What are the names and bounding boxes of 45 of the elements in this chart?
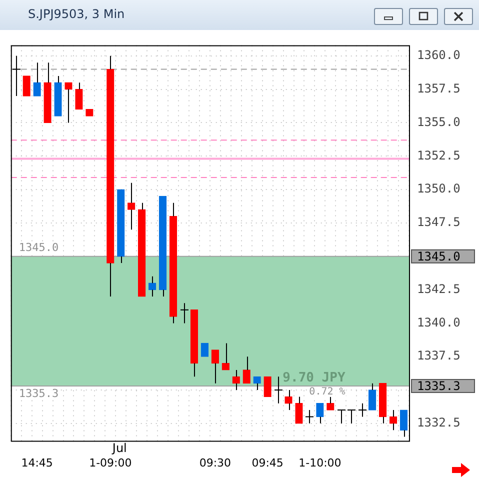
candlestick: [347, 410, 356, 424]
candlestick: [358, 402, 367, 418]
band-label: 9.70 JPY: [282, 370, 346, 386]
candlestick: [180, 302, 189, 324]
text: Jul: [111, 440, 127, 455]
candlestick: [368, 382, 376, 410]
candlestick: [211, 350, 219, 384]
candlestick: [190, 309, 198, 378]
candlestick: [117, 189, 125, 264]
candlestick: [158, 196, 167, 297]
candlestick: [316, 403, 324, 424]
candlestick: [274, 376, 283, 404]
y-tick-label: 1357.5: [417, 81, 460, 96]
candlestick: [33, 62, 41, 96]
candlestick: [106, 55, 114, 297]
y-tick-label: 1340.0: [417, 315, 460, 330]
x-tick-label: 14:45: [21, 456, 53, 470]
candlestick: [54, 75, 62, 116]
ref-line-label: 1345.0: [417, 249, 460, 264]
y-tick-label: 1350.0: [417, 182, 460, 196]
chart-title: S.JPJ9503, 3 Min: [28, 7, 125, 21]
y-tick-label: 1332.5: [417, 416, 460, 430]
y-tick-label: 1352.5: [417, 148, 460, 162]
y-tick-label: 1342.5: [417, 282, 460, 296]
candlestick: [44, 62, 52, 124]
x-tick-label: 1-10:00: [298, 456, 342, 470]
candlestick: [242, 356, 250, 384]
y-tick-label: 1347.5: [417, 215, 460, 230]
x-tick-label: 1-09:00: [89, 456, 132, 470]
x-tick-label: 09:45: [252, 456, 284, 470]
x-tick-label: 09:30: [199, 456, 232, 470]
y-tick-label: 1360.0: [417, 48, 460, 62]
y-tick-label: 1355.0: [417, 114, 460, 129]
candlestick: [337, 410, 346, 424]
candlestick: [138, 202, 146, 297]
ref-line-label: 1335.3: [417, 379, 460, 394]
candlestick: [75, 82, 83, 110]
candlestick: [378, 383, 387, 424]
annotation: 0.72 %: [309, 386, 346, 398]
candlestick: [295, 396, 303, 424]
candlestick: [169, 202, 178, 324]
annotation: 1335.3: [18, 386, 59, 400]
y-tick-label: 1337.5: [417, 348, 460, 363]
annotation: 1345.0: [18, 241, 59, 254]
candlestick: [305, 410, 314, 424]
